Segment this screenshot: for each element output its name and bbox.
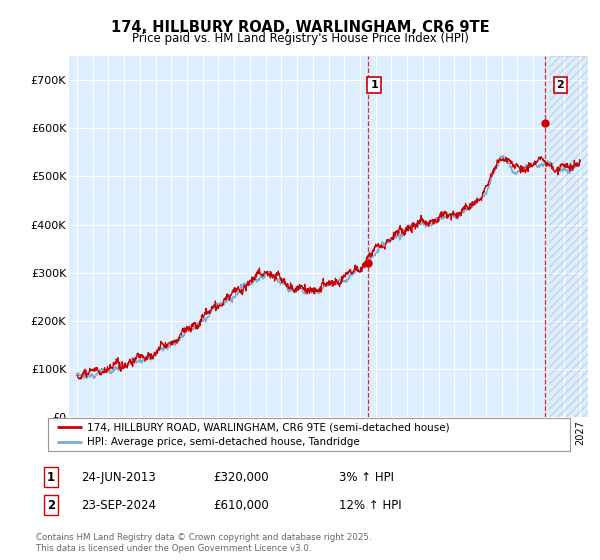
Text: 24-JUN-2013: 24-JUN-2013 <box>81 470 156 484</box>
Text: 174, HILLBURY ROAD, WARLINGHAM, CR6 9TE: 174, HILLBURY ROAD, WARLINGHAM, CR6 9TE <box>110 20 490 35</box>
Text: HPI: Average price, semi-detached house, Tandridge: HPI: Average price, semi-detached house,… <box>87 437 360 447</box>
Text: 1: 1 <box>47 470 55 484</box>
Text: 23-SEP-2024: 23-SEP-2024 <box>81 498 156 512</box>
Text: 2: 2 <box>557 80 565 90</box>
Text: 174, HILLBURY ROAD, WARLINGHAM, CR6 9TE (semi-detached house): 174, HILLBURY ROAD, WARLINGHAM, CR6 9TE … <box>87 422 450 432</box>
Text: £610,000: £610,000 <box>213 498 269 512</box>
Text: 1: 1 <box>370 80 378 90</box>
Text: Contains HM Land Registry data © Crown copyright and database right 2025.
This d: Contains HM Land Registry data © Crown c… <box>36 533 371 553</box>
Text: 3% ↑ HPI: 3% ↑ HPI <box>339 470 394 484</box>
Text: 2: 2 <box>47 498 55 512</box>
Text: £320,000: £320,000 <box>213 470 269 484</box>
Text: 12% ↑ HPI: 12% ↑ HPI <box>339 498 401 512</box>
Text: Price paid vs. HM Land Registry's House Price Index (HPI): Price paid vs. HM Land Registry's House … <box>131 32 469 45</box>
